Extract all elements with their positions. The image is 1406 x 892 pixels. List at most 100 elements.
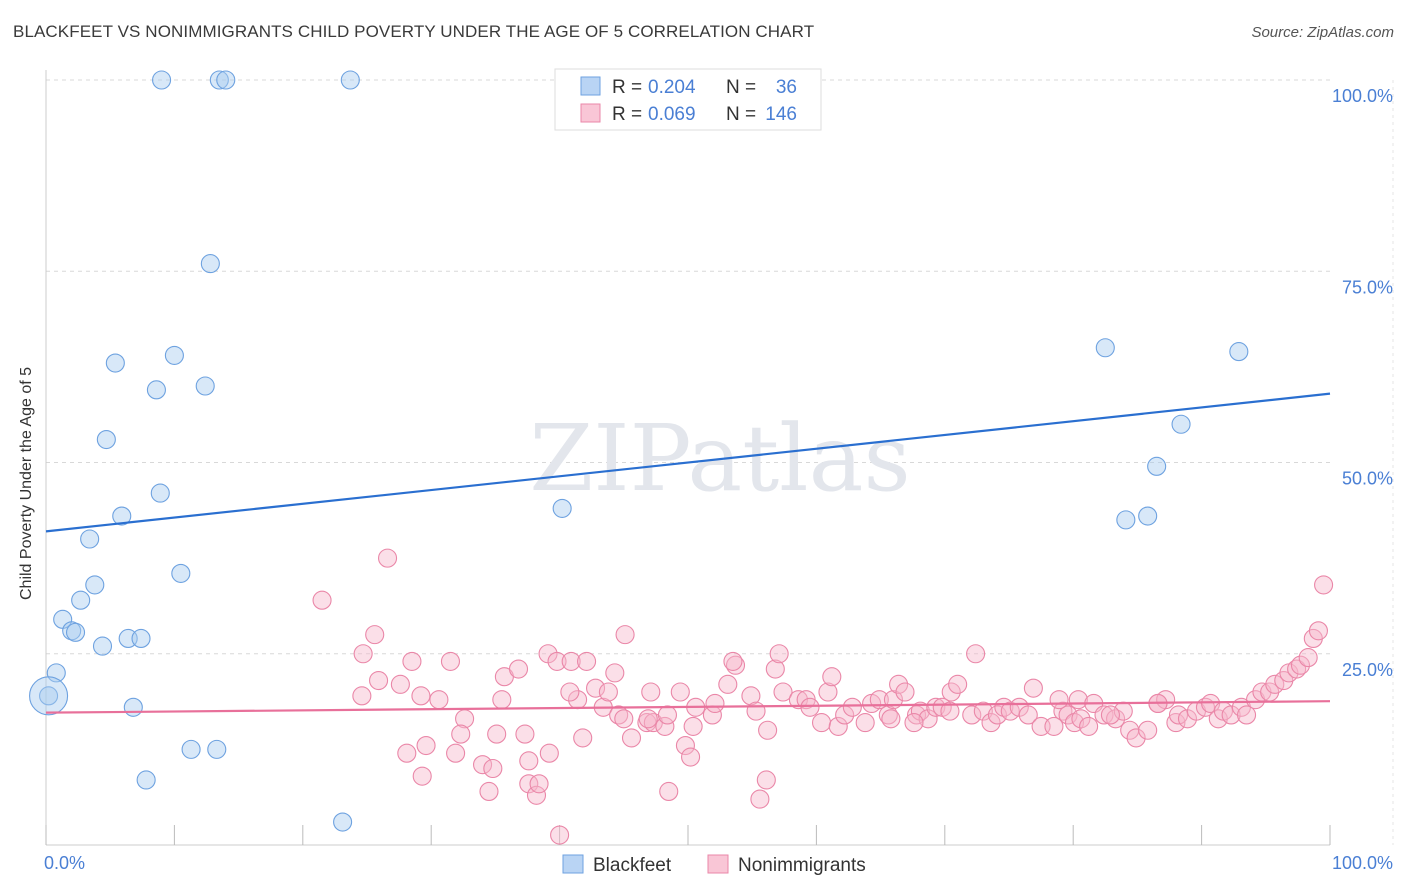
data-point [1116,510,1136,530]
data-point [150,483,170,503]
data-point [1071,709,1091,729]
data-point [152,70,172,90]
data-point [987,705,1007,725]
data-point [123,697,143,717]
data-point [926,697,946,717]
data-point [881,709,901,729]
data-point [918,709,938,729]
data-point [1094,705,1114,725]
data-point [683,716,703,736]
data-point [1126,728,1146,748]
legend-n-label: N = [726,77,756,98]
data-point [479,781,499,802]
data-point [822,667,842,687]
data-point [112,506,132,526]
data-point [670,682,690,702]
data-point [96,429,116,450]
legend-r-label: R = [612,104,642,125]
data-point [411,686,431,706]
data-point [1287,659,1307,679]
blackfeet-points [29,70,1249,832]
data-point [1023,678,1043,698]
legend-n-label: N = [726,104,756,125]
data-point [539,743,559,763]
data-point [369,670,389,691]
data-point [487,724,507,744]
data-point [800,697,820,717]
data-point [962,705,982,725]
data-point [92,636,113,656]
data-point [1171,414,1191,434]
legend-n-value: 146 [765,104,797,125]
data-point [508,659,529,679]
data-point [71,590,91,610]
data-point [750,789,770,809]
data-point [164,345,184,365]
legend-r-value: 0.204 [648,77,696,98]
legend-r-label: R = [612,77,642,98]
trend-lines [45,392,1331,714]
data-point [941,682,961,702]
x-tick-label: 0.0% [44,853,85,873]
legend-bottom-swatch [707,854,729,874]
data-point [1290,655,1311,675]
data-point [85,575,105,595]
data-point [195,376,215,396]
data-point [966,644,986,664]
data-point [216,70,236,90]
data-point [1147,456,1167,476]
data-point [1314,575,1334,595]
data-point [1221,705,1241,725]
data-point [416,735,436,756]
data-point [741,686,761,706]
y-tick-label: 100.0% [1332,86,1393,106]
nonimmigrants-points [312,548,1334,845]
legend-bottom-label: Blackfeet [593,855,672,876]
data-point [940,701,960,721]
data-point [641,682,661,702]
data-point [39,686,59,706]
data-point [526,785,547,805]
data-point [718,674,738,694]
data-point [609,705,629,725]
data-point [136,770,156,790]
data-point [519,774,539,794]
legend-bottom: Blackfeet Nonimmigrants [562,854,866,876]
data-point [723,651,743,671]
legend-r-value: 0.069 [648,104,696,125]
data-point [773,682,793,702]
data-point [340,70,360,90]
data-point [586,678,606,698]
data-point [515,724,535,744]
legend-n-value: 36 [776,77,797,98]
data-point [681,747,701,767]
data-point [333,812,353,832]
data-point [769,644,789,664]
data-point [181,739,201,759]
data-point [397,743,417,763]
data-point [605,663,625,683]
data-point-large [29,676,69,716]
data-point [758,720,778,740]
data-point [1044,716,1064,736]
data-point [765,659,785,679]
data-point [171,563,191,583]
data-point [207,739,227,759]
data-point [550,825,570,845]
data-point [973,701,993,721]
data-point [675,735,695,756]
data-point [1100,705,1120,725]
data-point [200,254,220,274]
data-point [895,682,915,702]
data-point [842,697,862,717]
legend-swatch [580,76,601,96]
data-point [705,693,725,714]
data-point [519,751,539,771]
data-point [638,709,658,729]
data-point [209,70,229,90]
nonimmigrants-trend-line [45,700,1331,714]
blackfeet-trend-line [45,392,1331,533]
data-point [1138,720,1158,740]
y-tick-label: 50.0% [1342,469,1393,489]
data-point [352,686,372,706]
